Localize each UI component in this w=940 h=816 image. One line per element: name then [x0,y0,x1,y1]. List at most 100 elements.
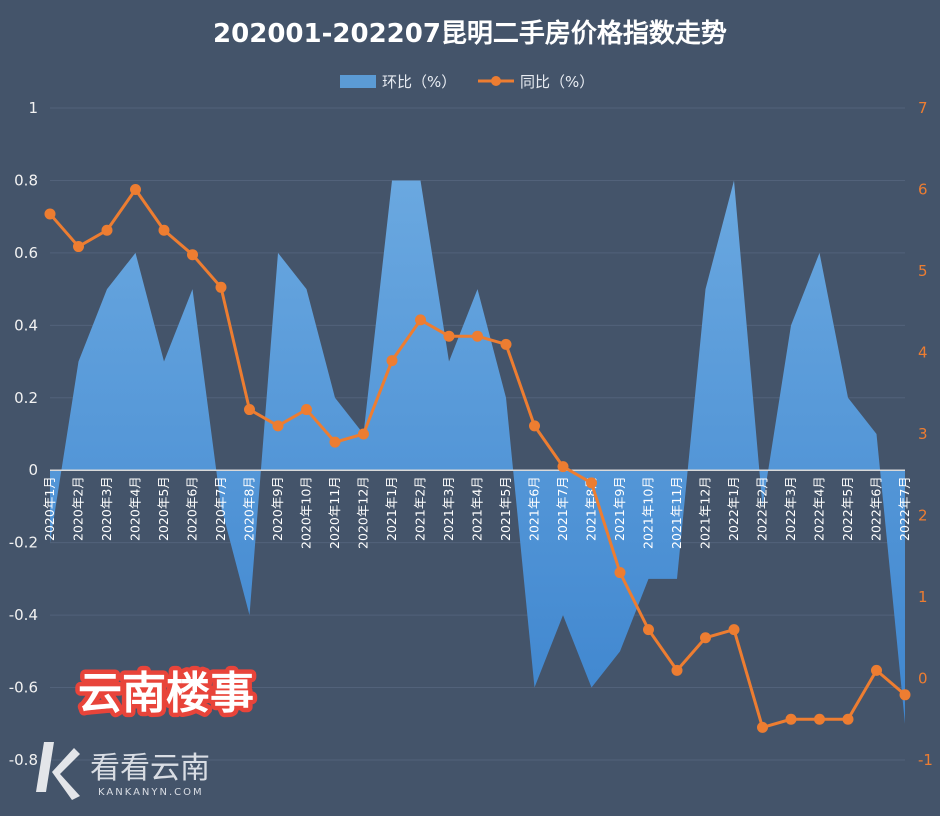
x-category-label: 2022年1月 [726,476,741,541]
yoy-point [415,314,426,326]
y-left-tick-label: -0.4 [9,606,38,624]
yoy-point [871,664,882,676]
x-category-label: 2020年3月 [99,476,114,541]
x-category-label: 2021年9月 [612,476,627,541]
yoy-point [301,404,312,416]
watermark-brand: 看看云南 KANKANYN.COM [36,742,210,800]
x-category-label: 2020年5月 [156,476,171,541]
y-axis-right: -1 0 1 2 3 4 5 6 7 [918,99,933,769]
y-left-tick-label: -0.2 [9,534,38,552]
yoy-point [443,330,455,342]
legend-item-yoy[interactable]: 同比（%） [478,73,594,91]
x-category-label: 2020年9月 [270,476,285,541]
yoy-point [386,355,398,367]
yoy-point [215,281,227,293]
x-category-label: 2021年5月 [498,476,513,541]
yoy-point [557,461,569,473]
yoy-point [187,249,198,261]
yoy-point [272,420,284,432]
yoy-line-series [44,184,911,733]
x-category-label: 2021年6月 [527,476,542,541]
yoy-point [130,184,141,195]
watermark-stamp: 云南楼事 [74,664,259,724]
y-right-tick-label: 2 [918,507,928,525]
yoy-point [244,404,255,416]
yoy-point [785,713,797,725]
brand-url: KANKANYN.COM [98,787,204,798]
x-category-label: 2021年7月 [555,476,570,541]
x-category-label: 2020年7月 [213,476,228,541]
y-right-tick-label: 4 [918,344,928,362]
x-category-label: 2021年12月 [698,476,713,549]
y-left-tick-label: -0.8 [9,751,38,769]
y-right-tick-label: 5 [918,262,928,280]
x-category-label: 2022年7月 [897,476,912,541]
yoy-point [500,338,512,350]
yoy-point [728,624,740,636]
x-category-label: 2020年11月 [327,476,342,549]
y-left-tick-label: 0 [28,461,38,479]
x-category-label: 2022年4月 [812,476,827,541]
chart-title: 202001-202207昆明二手房价格指数走势 [213,18,727,49]
y-right-tick-label: 1 [918,588,928,606]
yoy-point [73,241,84,253]
x-category-label: 2020年2月 [71,476,86,541]
x-category-label: 2021年4月 [470,476,485,541]
yoy-point [358,428,369,440]
x-category-label: 2021年3月 [441,476,456,541]
x-category-label: 2020年4月 [128,476,143,541]
x-category-label: 2020年10月 [299,476,314,549]
watermark-stamp-text: 云南楼事 [78,668,254,719]
yoy-point [671,664,683,676]
x-category-label: 2021年10月 [641,476,656,549]
yoy-point [329,436,341,448]
y-left-tick-label: 0.2 [14,389,38,407]
yoy-point [842,713,854,725]
mom-area-series [50,180,905,724]
y-left-tick-label: -0.6 [9,679,38,697]
y-right-tick-label: 7 [918,99,928,117]
yoy-point [814,713,825,725]
legend-label-yoy: 同比（%） [520,73,594,91]
yoy-point [101,224,113,236]
yoy-point [700,632,711,644]
y-axis-left: -0.8 -0.6 -0.4 -0.2 0 0.2 0.4 0.6 0.8 1 [9,99,38,769]
x-axis-labels: 2020年1月 2020年2月 2020年3月 2020年4月 2020年5月 2020年… [42,476,912,549]
x-category-label: 2020年6月 [185,476,200,541]
yoy-point [643,624,654,636]
x-category-label: 2021年1月 [384,476,399,541]
y-right-tick-label: 3 [918,425,928,443]
x-category-label: 2022年6月 [869,476,884,541]
yoy-point [529,420,540,432]
x-category-label: 2021年2月 [413,476,428,541]
yoy-point [586,477,597,489]
x-category-label: 2020年12月 [356,476,371,549]
y-right-tick-label: 0 [918,670,928,688]
yoy-point [44,208,56,220]
x-category-label: 2022年5月 [840,476,855,541]
y-left-tick-label: 0.4 [14,316,38,334]
mom-area [50,180,905,724]
y-right-tick-label: 6 [918,181,928,199]
x-category-label: 2020年1月 [42,476,57,541]
yoy-point [899,689,911,701]
legend-marker-yoy [491,76,501,86]
x-category-label: 2022年2月 [755,476,770,541]
y-right-tick-label: -1 [918,751,933,769]
yoy-point [614,567,626,579]
yoy-point [757,721,768,733]
yoy-point [472,330,483,342]
legend-label-mom: 环比（%） [382,73,456,91]
legend-swatch-mom [340,75,376,88]
y-left-tick-label: 0.6 [14,244,38,262]
y-left-tick-label: 0.8 [14,171,38,189]
x-category-label: 2021年11月 [669,476,684,549]
brand-logo-icon [36,742,80,800]
legend-item-mom[interactable]: 环比（%） [340,73,456,91]
x-category-label: 2022年3月 [783,476,798,541]
brand-name: 看看云南 [90,751,210,786]
x-category-label: 2020年8月 [242,476,257,541]
y-left-tick-label: 1 [28,99,38,117]
yoy-point [158,224,170,236]
